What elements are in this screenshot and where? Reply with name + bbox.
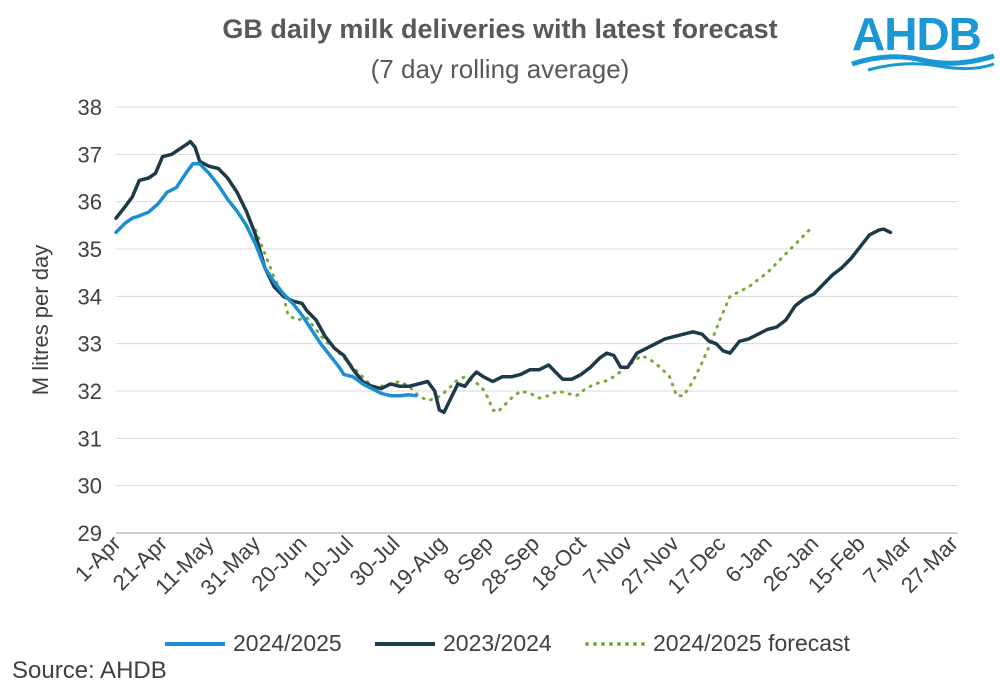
source-note: Source: AHDB [12, 657, 167, 684]
y-tick-label: 32 [78, 379, 102, 404]
series-line-2024-2025 [114, 162, 418, 398]
y-tick-label: 36 [78, 190, 102, 215]
legend-swatch [585, 641, 645, 646]
legend-label: 2023/2024 [443, 630, 552, 656]
svg-text:AHDB: AHDB [852, 8, 981, 60]
legend-swatch [165, 641, 225, 646]
y-tick-label: 37 [78, 142, 102, 167]
x-tick-label: 10-Jul [298, 531, 358, 591]
ahdb-logo: AHDB [851, 8, 995, 72]
series-line-2024-2025-forecast [254, 228, 811, 414]
legend: 2024/2025 2023/2024 2024/2025 forecast [0, 630, 1000, 660]
y-tick-label: 34 [78, 284, 102, 309]
legend-label: 2024/2025 forecast [653, 630, 850, 656]
legend-item-forecast: 2024/2025 forecast [585, 630, 850, 657]
y-axis-label: M litres per day [28, 245, 53, 395]
y-tick-label: 31 [78, 426, 102, 451]
legend-item-2024-2025: 2024/2025 [165, 630, 342, 657]
chart-title: GB daily milk deliveries with latest for… [222, 14, 778, 44]
y-tick-label: 29 [78, 521, 102, 546]
legend-swatch [375, 641, 435, 646]
legend-item-2023-2024: 2023/2024 [375, 630, 552, 657]
series-line-2023-2024 [114, 139, 893, 415]
legend-label: 2024/2025 [233, 630, 342, 656]
chart-subtitle: (7 day rolling average) [370, 54, 630, 84]
y-tick-label: 30 [78, 474, 102, 499]
y-tick-label: 35 [78, 237, 102, 262]
y-tick-label: 33 [78, 332, 102, 357]
y-tick-label: 38 [78, 95, 102, 120]
